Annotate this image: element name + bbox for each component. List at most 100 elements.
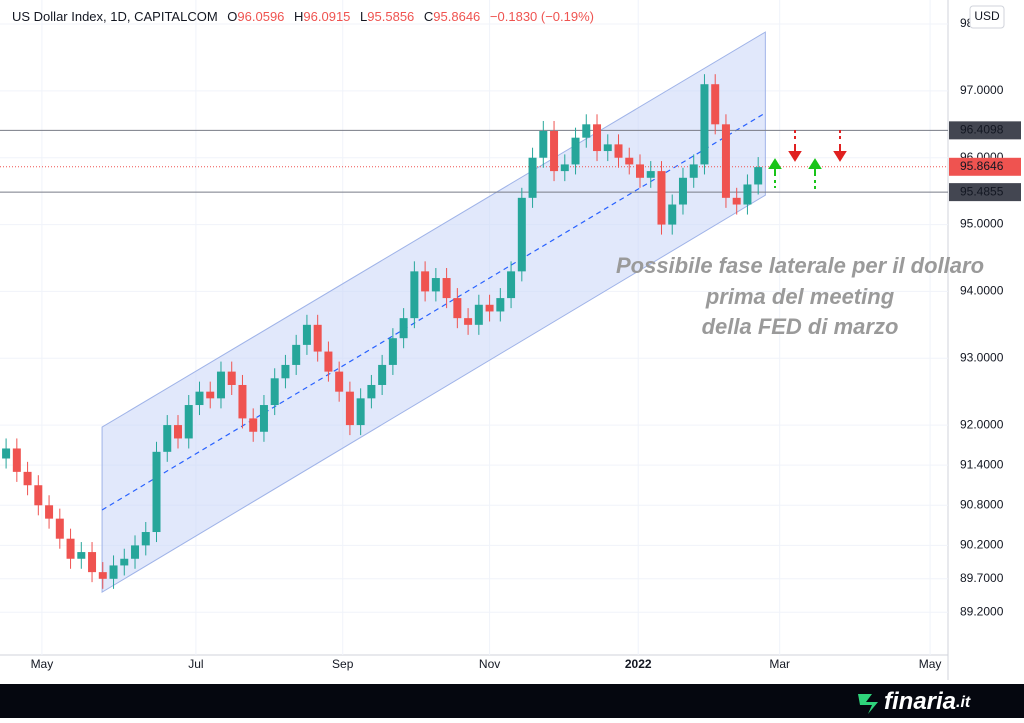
candle-body	[378, 364, 387, 385]
candle-body	[131, 545, 140, 559]
candle-body	[324, 351, 333, 372]
candle-body	[646, 171, 655, 178]
candle-body	[216, 371, 225, 399]
candle-body	[464, 318, 473, 325]
candle-body	[743, 184, 752, 205]
candle-body	[431, 278, 440, 292]
candle-body	[292, 344, 301, 365]
annotation: Possibile fase laterale per il dollaro	[616, 253, 984, 278]
candle-body	[582, 124, 591, 138]
candle-body	[184, 405, 193, 439]
candle-body	[754, 167, 763, 185]
last-price-label: 95.8646	[960, 159, 1004, 173]
candle-body	[227, 371, 236, 385]
candle-body	[195, 391, 204, 406]
ohlc-value: 95.5856	[367, 9, 414, 24]
candle-body	[442, 278, 451, 299]
candle-body	[625, 157, 634, 165]
candle-body	[399, 318, 408, 339]
candle-body	[23, 471, 32, 486]
change: −0.1830 (−0.19%)	[490, 9, 594, 24]
y-tick-label: 90.2000	[960, 538, 1004, 552]
ohlc-value: 96.0596	[237, 9, 284, 24]
candle-body	[657, 171, 666, 225]
x-tick-label: Sep	[332, 657, 354, 671]
y-tick-label: 93.0000	[960, 350, 1004, 364]
y-tick-label: 95.0000	[960, 217, 1004, 231]
arrows	[768, 130, 847, 190]
footer	[0, 684, 1024, 718]
candle-body	[668, 204, 677, 225]
candle-body	[507, 271, 516, 299]
currency[interactable]: USD	[974, 9, 1000, 23]
level-label-box	[949, 183, 1021, 202]
x-tick-label: 2022	[625, 657, 652, 671]
candle-body	[732, 197, 741, 205]
up-arrow	[768, 158, 782, 176]
candle-body	[410, 271, 419, 319]
candle-body	[388, 338, 397, 365]
candle-body	[453, 298, 462, 319]
x-tick-label: May	[919, 657, 942, 671]
candle-body	[335, 371, 344, 392]
x-tick-label: Nov	[479, 657, 500, 671]
x-tick-label: Mar	[769, 657, 790, 671]
candle-body	[474, 304, 483, 325]
y-tick-label: 90.8000	[960, 497, 1004, 511]
candle-body	[313, 324, 322, 352]
level-label: 95.4855	[960, 184, 1004, 198]
candle-body	[678, 177, 687, 205]
candle-body	[635, 164, 644, 178]
candle-body	[345, 391, 354, 426]
up-arrow	[808, 158, 822, 176]
y-tick-label: 91.4000	[960, 457, 1004, 471]
down-arrow	[788, 144, 802, 162]
candle-body	[560, 164, 569, 172]
y-tick-label: 97.0000	[960, 83, 1004, 97]
y-tick-label: 89.2000	[960, 604, 1004, 618]
logo-icon	[858, 694, 878, 714]
candle-body	[700, 84, 709, 165]
candle-body	[163, 425, 172, 452]
brand: finaria	[884, 688, 956, 715]
candle-body	[593, 124, 602, 152]
annotation: prima del meeting	[705, 284, 895, 309]
candle-body	[2, 448, 11, 459]
x-tick-label: May	[31, 657, 54, 671]
candle-body	[109, 565, 118, 579]
domain: .it	[956, 694, 971, 711]
candle-body	[485, 304, 494, 312]
candle-body	[249, 418, 258, 432]
candle-body	[152, 451, 161, 533]
candle-body	[141, 532, 150, 546]
candle-body	[367, 384, 376, 399]
candle-body	[721, 124, 730, 198]
annotation: della FED di marzo	[702, 314, 899, 339]
candle-body	[206, 391, 215, 399]
candle-body	[689, 164, 698, 178]
candle-body	[238, 384, 247, 419]
candle-body	[603, 144, 612, 152]
price-axis: 89.2000 89.7000 90.2000 90.8000 91.4000 92.00…	[949, 16, 1021, 618]
candle-body	[98, 572, 107, 579]
candle-body	[12, 448, 21, 472]
level-label: 96.4098	[960, 123, 1004, 137]
y-tick-label: 94.0000	[960, 284, 1004, 298]
candle-body	[88, 552, 97, 573]
candle-body	[34, 485, 43, 506]
candle-body	[539, 131, 548, 158]
ohlc-value: 95.8646	[433, 9, 480, 24]
ohlc-label: L	[360, 9, 367, 24]
channel-fill	[101, 31, 766, 594]
candle-body	[55, 518, 64, 539]
currency-box[interactable]	[969, 5, 1005, 29]
candle-body	[496, 298, 505, 312]
candle-body	[571, 137, 580, 165]
candle-body	[550, 131, 559, 172]
candle-body	[173, 425, 182, 439]
channel-middle	[101, 112, 766, 511]
ohlc-label: H	[294, 9, 303, 24]
logo: finaria.it	[884, 688, 971, 715]
